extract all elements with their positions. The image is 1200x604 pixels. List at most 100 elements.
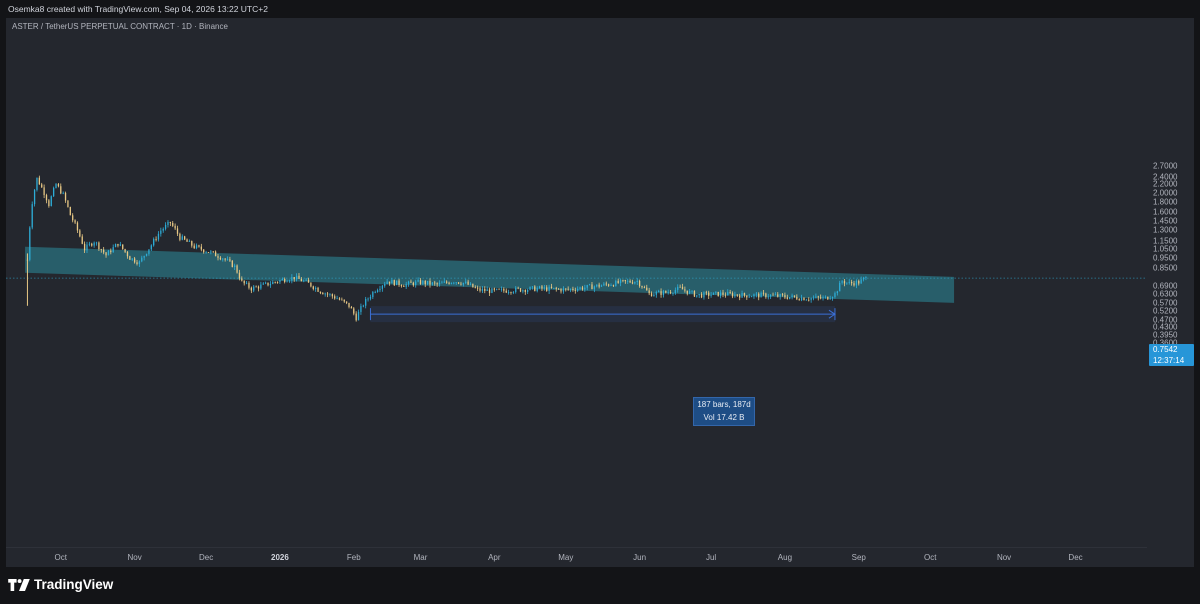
price-tick-label: 2.4000 <box>1153 172 1178 182</box>
candle-body <box>615 280 617 287</box>
candle-body <box>493 288 495 290</box>
candle-body <box>588 284 591 286</box>
candle-body <box>288 280 291 282</box>
candle-body <box>169 222 172 223</box>
candle-body <box>646 287 648 291</box>
candle-body <box>822 297 824 299</box>
candle-body <box>796 296 798 300</box>
candle-body <box>250 287 253 291</box>
candle-body <box>324 293 326 295</box>
candle-body <box>429 280 431 285</box>
price-tick-label: 0.5200 <box>1153 306 1178 316</box>
tradingview-logo[interactable]: TradingView <box>8 577 113 592</box>
price-chart-canvas[interactable] <box>6 18 1147 547</box>
candle-body <box>186 239 188 242</box>
candle-body <box>727 292 729 296</box>
candle-body <box>100 249 102 250</box>
candle-body <box>500 288 503 290</box>
candle-body <box>517 287 519 289</box>
candle-body <box>343 299 345 302</box>
symbol-title[interactable]: ASTER / TetherUS PERPETUAL CONTRACT · 1D… <box>12 22 228 31</box>
candle-body <box>57 184 60 187</box>
candle-body <box>631 282 634 284</box>
price-tick-label: 2.2000 <box>1153 179 1178 189</box>
price-scale[interactable]: 2.7000 2.4000 2.2000 2.0000 1.8000 1.6000 1.45… <box>1147 18 1194 548</box>
candle-body <box>245 282 248 284</box>
time-tick-label: Feb <box>346 553 361 562</box>
time-tick-label: Oct <box>54 553 68 562</box>
time-axis[interactable]: Oct Nov Dec 2026 Feb Mar Apr May Jun Jul Aug Sep Oct… <box>6 547 1147 567</box>
candle-body <box>303 280 305 282</box>
candle-body <box>507 292 510 294</box>
candle-body <box>55 184 57 188</box>
attribution-bar: Osemka8 created with TradingView.com, Se… <box>0 0 1200 18</box>
candle-body <box>48 200 50 207</box>
candle-body <box>367 298 369 300</box>
candle-body <box>843 281 846 284</box>
candle-body <box>467 281 469 285</box>
candle-body <box>484 288 486 291</box>
trend-channel[interactable] <box>25 246 955 303</box>
candle-body <box>862 277 865 280</box>
candle-body <box>543 287 545 289</box>
candle-body <box>76 222 79 231</box>
candle-body <box>281 278 283 281</box>
candle-body <box>284 278 286 282</box>
candle-body <box>286 281 288 283</box>
candle-body <box>74 220 76 223</box>
candle-body <box>176 228 179 234</box>
candle-body <box>460 283 462 285</box>
candle-body <box>91 243 93 246</box>
time-tick-label: Jul <box>705 553 717 562</box>
candle-body <box>436 283 438 285</box>
price-tick-label: 1.8000 <box>1153 197 1178 207</box>
candle-body <box>241 278 243 281</box>
candle-body <box>264 282 267 284</box>
candle-body <box>126 251 129 257</box>
candle-body <box>798 299 800 301</box>
candle-body <box>522 289 524 292</box>
candle-body <box>619 280 622 284</box>
candle-body <box>98 242 100 250</box>
candle-body <box>81 236 83 244</box>
candle-body <box>491 288 493 293</box>
candle-body <box>831 297 834 299</box>
candle-body <box>338 298 341 300</box>
candle-body <box>743 293 746 296</box>
candle-body <box>95 242 98 244</box>
candle-body <box>322 293 324 295</box>
candle-body <box>638 280 641 287</box>
candle-body <box>198 245 200 247</box>
candle-body <box>33 189 36 205</box>
candle-body <box>45 195 48 201</box>
candle-body <box>457 282 460 284</box>
candle-body <box>479 288 481 291</box>
candle-body <box>767 296 769 298</box>
candle-body <box>703 292 705 298</box>
chart-pane[interactable]: ASTER / TetherUS PERPETUAL CONTRACT · 1D… <box>6 18 1194 567</box>
candle-body <box>422 280 424 284</box>
candle-body <box>534 286 536 292</box>
candle-body <box>681 286 684 290</box>
candle-body <box>841 281 843 283</box>
candle-body <box>708 292 710 296</box>
candle-body <box>786 297 788 299</box>
candle-body <box>641 286 643 288</box>
candle-body <box>114 243 117 248</box>
candle-body <box>446 281 448 283</box>
candle-body <box>52 187 55 197</box>
candle-body <box>736 294 738 296</box>
candle-body <box>772 294 774 296</box>
candle-body <box>305 279 307 281</box>
candle-body <box>122 244 124 249</box>
candle-body <box>88 243 91 245</box>
time-tick-label: Apr <box>488 553 501 562</box>
candle-body <box>612 285 615 287</box>
candle-body <box>195 245 198 249</box>
candle-body <box>217 256 219 258</box>
candle-body <box>300 278 303 282</box>
candle-body <box>376 290 379 292</box>
candle-body <box>384 284 386 286</box>
candle-body <box>538 286 541 289</box>
price-tick-label: 0.3950 <box>1153 330 1178 340</box>
